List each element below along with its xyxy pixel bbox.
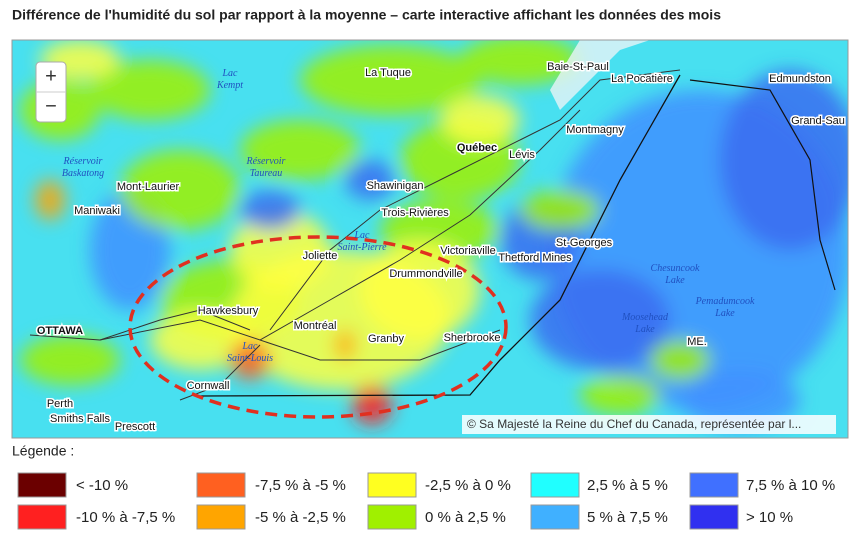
legend-label: < -10 % [76, 477, 128, 494]
moisture-area [20, 335, 120, 385]
place-label: Trois-Rivières [381, 207, 449, 219]
place-label: Hawkesbury [198, 305, 259, 317]
place-label: Shawinigan [367, 180, 424, 192]
place-label: Edmundston [769, 73, 831, 85]
place-label: Drummondville [389, 268, 462, 280]
moisture-area [230, 210, 330, 290]
legend-label: -7,5 % à -5 % [255, 477, 346, 494]
place-label: Mont-Laurier [117, 181, 180, 193]
place-label: Maniwaki [74, 205, 120, 217]
place-label: Granby [368, 333, 405, 345]
legend-swatch [367, 472, 417, 498]
legend-swatch [689, 504, 739, 530]
moisture-area [335, 330, 355, 360]
water-label: Lac Kempt [216, 68, 243, 91]
place-label: Montréal [294, 320, 337, 332]
water-label: Réservoir Baskatong [62, 156, 104, 179]
water-label: Chesuncook Lake [651, 263, 700, 286]
moisture-area [300, 45, 480, 115]
title: Différence de l'humidité du sol par rapp… [12, 7, 721, 23]
moisture-area [120, 150, 240, 230]
place-label: Thetford Mines [498, 252, 572, 264]
place-label: Victoriaville [440, 245, 495, 257]
legend-swatch [530, 504, 580, 530]
place-label: La Pocatière [611, 73, 673, 85]
place-label: Prescott [115, 421, 155, 433]
attribution: © Sa Majesté la Reine du Chef du Canada,… [467, 417, 801, 431]
water-label: Moosehead Lake [621, 312, 669, 335]
place-label: Joliette [303, 250, 338, 262]
legend-swatch [17, 472, 67, 498]
map-frame [11, 39, 849, 439]
place-label: Cornwall [187, 380, 230, 392]
place-label: Lévis [509, 149, 535, 161]
place-label: Grand-Sau [791, 115, 845, 127]
moisture-area [352, 385, 392, 425]
legend-swatch [196, 504, 246, 530]
place-label: Baie-St-Paul [547, 61, 609, 73]
moisture-area [720, 70, 848, 250]
zoom-in[interactable]: + [45, 65, 57, 87]
legend-swatch [196, 472, 246, 498]
place-label: ME. [687, 336, 707, 348]
zoom-out[interactable]: − [45, 95, 57, 117]
legend-swatch [17, 504, 67, 530]
attribution-bg [462, 415, 836, 434]
highlight-region [128, 235, 508, 419]
legend-label: 2,5 % à 5 % [587, 477, 668, 494]
place-label: Québec [457, 142, 497, 154]
water-label: Pemadumcook Lake [695, 296, 755, 319]
border [199, 74, 681, 397]
water-label: Lac Saint-Pierre [337, 230, 387, 253]
moisture-area [360, 240, 480, 340]
place-label: Smiths Falls [50, 413, 110, 425]
border [689, 79, 836, 291]
legend-swatch [689, 472, 739, 498]
moisture-area [35, 180, 65, 220]
legend-label: -2,5 % à 0 % [425, 477, 511, 494]
place-label: Montmagny [566, 124, 624, 136]
water-label: Lac Saint-Louis [227, 341, 273, 364]
legend-label: 5 % à 7,5 % [587, 509, 668, 526]
moisture-area [520, 190, 600, 230]
legend-title: Légende : [12, 443, 74, 459]
moisture-area [240, 190, 300, 230]
place-label: Sherbrooke [444, 332, 501, 344]
moisture-area [460, 40, 580, 85]
moisture-area [230, 340, 270, 380]
place-label: Perth [47, 398, 73, 410]
river [550, 40, 650, 110]
moisture-area [530, 270, 670, 370]
place-label: La Tuque [365, 67, 411, 79]
legend-swatch [530, 472, 580, 498]
legend-label: > 10 % [746, 509, 793, 526]
water-label: Réservoir Taureau [246, 156, 286, 179]
zoom-control: + − [35, 61, 67, 123]
place-label: St-Georges [556, 237, 613, 249]
place-label: OTTAWA [37, 325, 83, 337]
legend-label: 0 % à 2,5 % [425, 509, 506, 526]
legend-swatch [367, 504, 417, 530]
legend-label: 7,5 % à 10 % [746, 477, 835, 494]
moisture-area [90, 60, 210, 120]
legend-label: -5 % à -2,5 % [255, 509, 346, 526]
moisture-area [440, 95, 520, 145]
moisture-area [240, 120, 360, 180]
moisture-area [345, 160, 395, 200]
moisture-area [650, 340, 710, 380]
moisture-area [580, 375, 660, 415]
legend-label: -10 % à -7,5 % [76, 509, 175, 526]
